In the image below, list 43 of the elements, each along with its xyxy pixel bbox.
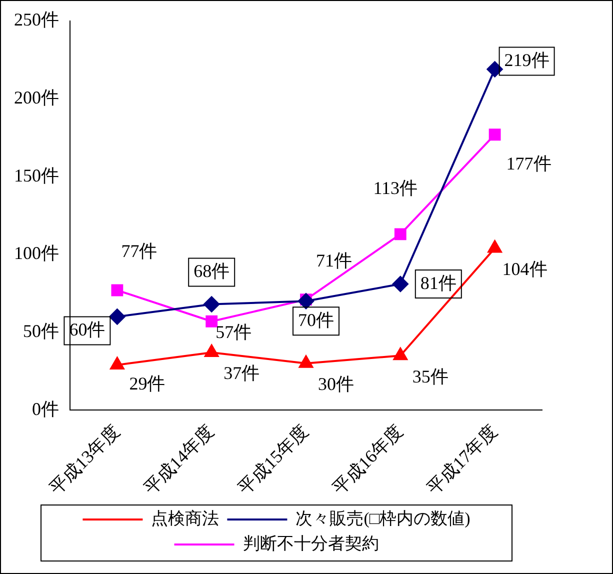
data-label: 177件 (506, 153, 552, 174)
point (298, 293, 314, 310)
legend-label: 点検商法 (151, 508, 220, 528)
data-label: 30件 (318, 374, 354, 394)
data-label: 70件 (298, 310, 334, 330)
y-tick-label: 100件 (14, 243, 59, 264)
point (486, 61, 503, 78)
legend-label: 判断不十分者契約 (242, 534, 379, 553)
x-tick-label: 平成16年度 (328, 420, 407, 499)
x-tick-label: 平成13年度 (46, 420, 124, 499)
point (488, 128, 501, 141)
point (110, 356, 124, 370)
legend-label: 次々販売(□枠内の数値) (296, 508, 470, 528)
point (392, 276, 408, 292)
y-tick-label: 0件 (32, 398, 59, 419)
data-label: 219件 (504, 50, 550, 70)
point (206, 315, 218, 328)
point (488, 240, 502, 253)
data-label: 37件 (224, 363, 260, 384)
y-tick-label: 200件 (14, 88, 59, 108)
data-label: 57件 (216, 322, 252, 342)
data-label: 77件 (121, 240, 158, 261)
y-tick-label: 150件 (14, 165, 59, 186)
data-label: 35件 (412, 366, 448, 386)
point (111, 284, 124, 296)
point (204, 296, 220, 312)
x-tick-label: 平成14年度 (140, 420, 218, 499)
point (394, 228, 406, 240)
data-label: 60件 (69, 319, 106, 340)
x-tick-label: 平成17年度 (423, 420, 501, 499)
point (393, 348, 408, 360)
data-label: 113件 (373, 178, 418, 198)
data-label: 81件 (420, 272, 456, 293)
data-label: 68件 (194, 260, 230, 281)
data-label: 104件 (502, 258, 548, 279)
point (204, 344, 219, 357)
data-label: 29件 (129, 374, 166, 394)
y-tick-label: 50件 (23, 321, 59, 342)
point (298, 355, 314, 368)
point (109, 308, 126, 325)
data-label: 71件 (316, 250, 352, 270)
x-tick-label: 平成15年度 (234, 420, 312, 499)
y-tick-label: 250件 (14, 10, 59, 30)
